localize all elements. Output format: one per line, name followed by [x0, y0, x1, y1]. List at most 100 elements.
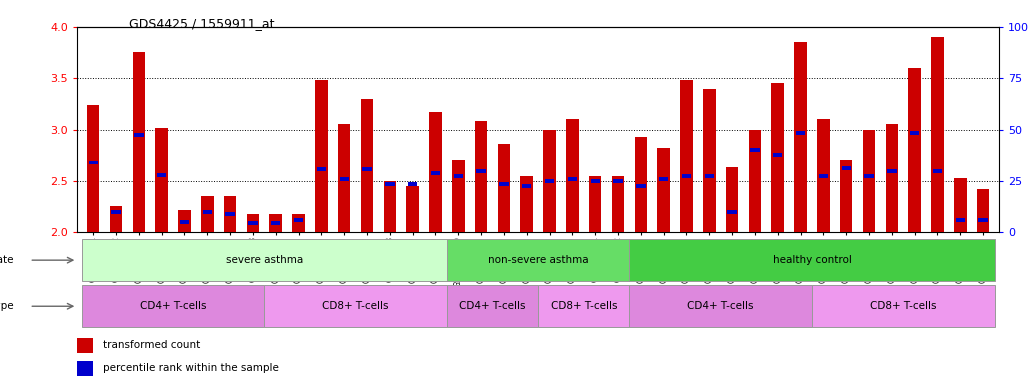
- Text: non-severe asthma: non-severe asthma: [488, 255, 588, 265]
- Bar: [133, 51, 145, 232]
- Text: CD8+ T-cells: CD8+ T-cells: [870, 301, 936, 311]
- Bar: [976, 189, 990, 232]
- Bar: [634, 137, 647, 232]
- Bar: [543, 130, 556, 232]
- Bar: [680, 80, 693, 232]
- Bar: [340, 177, 349, 181]
- Bar: [338, 124, 350, 232]
- Bar: [248, 221, 258, 225]
- Bar: [271, 221, 280, 225]
- Bar: [629, 285, 812, 327]
- Bar: [566, 119, 579, 232]
- Bar: [839, 161, 853, 232]
- Text: healthy control: healthy control: [772, 255, 852, 265]
- Bar: [629, 239, 995, 281]
- Bar: [612, 176, 624, 232]
- Bar: [863, 130, 876, 232]
- Bar: [363, 167, 372, 170]
- Bar: [933, 169, 942, 173]
- Bar: [703, 89, 716, 232]
- Text: CD4+ T-cells: CD4+ T-cells: [687, 301, 754, 311]
- Bar: [817, 119, 830, 232]
- Text: CD4+ T-cells: CD4+ T-cells: [459, 301, 525, 311]
- Bar: [430, 112, 442, 232]
- Bar: [842, 166, 851, 170]
- Bar: [794, 42, 806, 232]
- Text: GDS4425 / 1559911_at: GDS4425 / 1559911_at: [129, 17, 274, 30]
- Bar: [908, 68, 921, 232]
- Bar: [87, 105, 100, 232]
- Bar: [520, 176, 534, 232]
- Bar: [134, 133, 143, 137]
- Bar: [157, 173, 167, 177]
- Bar: [111, 210, 121, 214]
- Text: CD8+ T-cells: CD8+ T-cells: [322, 301, 389, 311]
- Bar: [453, 174, 464, 178]
- Bar: [475, 121, 487, 232]
- Bar: [407, 186, 419, 232]
- Bar: [750, 148, 760, 152]
- Bar: [315, 80, 328, 232]
- Bar: [110, 205, 123, 232]
- Bar: [224, 196, 237, 232]
- Bar: [265, 285, 447, 327]
- Bar: [81, 285, 265, 327]
- Bar: [682, 174, 691, 178]
- Bar: [180, 220, 190, 224]
- Bar: [796, 131, 805, 135]
- Bar: [545, 179, 554, 183]
- Bar: [447, 285, 538, 327]
- Bar: [568, 177, 577, 181]
- Bar: [360, 99, 373, 232]
- Bar: [771, 83, 784, 232]
- Bar: [705, 174, 714, 178]
- Bar: [203, 210, 212, 214]
- Text: cell type: cell type: [0, 301, 13, 311]
- Bar: [294, 218, 303, 222]
- Bar: [887, 169, 896, 173]
- Bar: [522, 184, 531, 188]
- Bar: [812, 285, 995, 327]
- Bar: [77, 338, 94, 353]
- Bar: [637, 184, 646, 188]
- Bar: [774, 153, 783, 157]
- Bar: [659, 177, 668, 181]
- Bar: [589, 176, 602, 232]
- Bar: [316, 167, 327, 170]
- Bar: [500, 182, 509, 186]
- Bar: [497, 144, 510, 232]
- Bar: [81, 239, 447, 281]
- Bar: [77, 361, 94, 376]
- Bar: [447, 239, 629, 281]
- Bar: [246, 214, 260, 232]
- Bar: [590, 179, 599, 183]
- Text: severe asthma: severe asthma: [226, 255, 303, 265]
- Bar: [226, 212, 235, 216]
- Bar: [657, 148, 670, 232]
- Bar: [819, 174, 828, 178]
- Text: percentile rank within the sample: percentile rank within the sample: [103, 363, 278, 373]
- Bar: [956, 218, 965, 222]
- Bar: [886, 124, 898, 232]
- Bar: [408, 182, 417, 186]
- Bar: [909, 131, 920, 135]
- Text: disease state: disease state: [0, 255, 13, 265]
- Bar: [201, 196, 213, 232]
- Bar: [89, 161, 98, 164]
- Bar: [978, 218, 988, 222]
- Bar: [385, 182, 394, 186]
- Bar: [726, 167, 739, 232]
- Bar: [293, 214, 305, 232]
- Text: CD4+ T-cells: CD4+ T-cells: [140, 301, 206, 311]
- Bar: [727, 210, 736, 214]
- Bar: [477, 169, 486, 173]
- Bar: [178, 210, 191, 232]
- Bar: [383, 181, 397, 232]
- Text: CD8+ T-cells: CD8+ T-cells: [551, 301, 617, 311]
- Bar: [954, 178, 966, 232]
- Bar: [156, 127, 168, 232]
- Bar: [431, 171, 440, 175]
- Bar: [538, 285, 629, 327]
- Bar: [864, 174, 873, 178]
- Bar: [931, 37, 943, 232]
